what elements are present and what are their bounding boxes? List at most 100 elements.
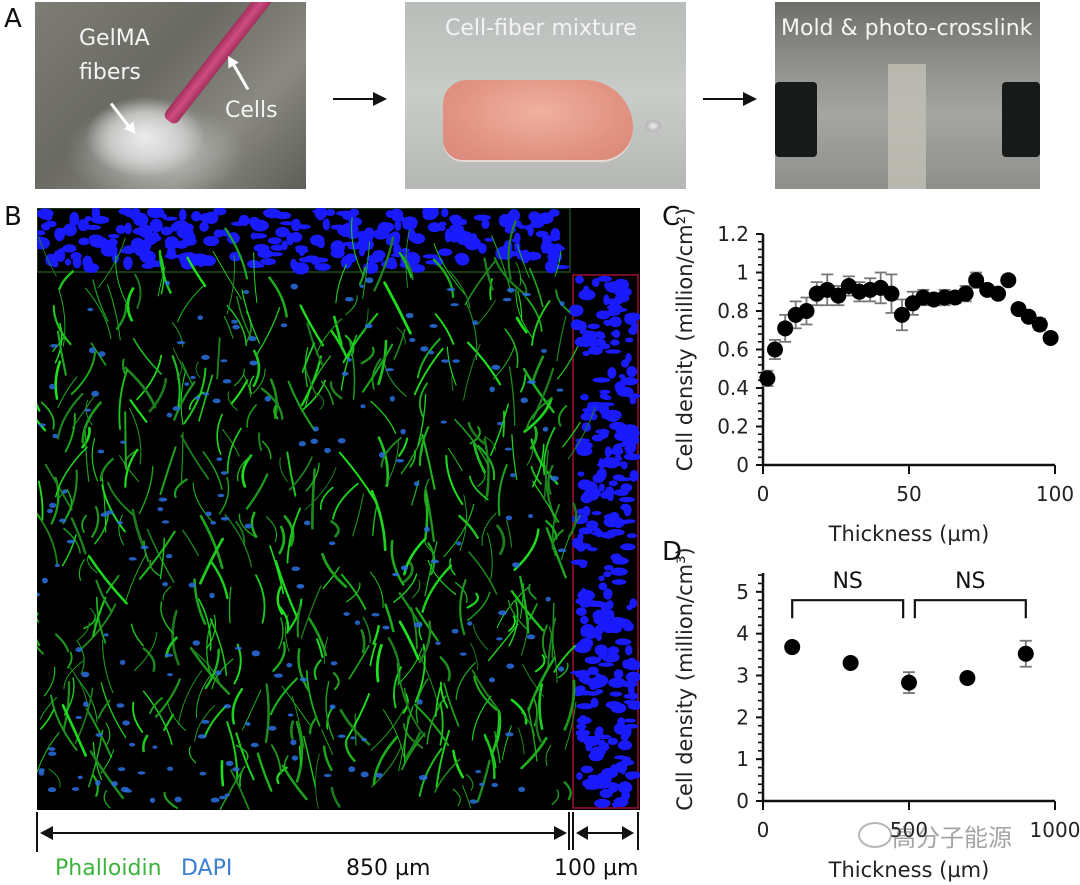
nucleus xyxy=(311,209,328,214)
actin-fiber xyxy=(131,508,145,548)
nucleus xyxy=(350,736,356,740)
nucleus xyxy=(585,481,598,494)
nucleus xyxy=(167,673,174,677)
actin-fiber xyxy=(489,278,493,301)
actin-fiber xyxy=(400,437,423,475)
actin-fiber xyxy=(454,418,490,468)
nucleus xyxy=(413,622,423,628)
actin-fiber xyxy=(272,641,286,672)
nucleus xyxy=(48,751,57,756)
nucleus xyxy=(202,392,210,396)
nucleus xyxy=(291,218,301,232)
actin-fiber xyxy=(224,227,249,280)
actin-fiber xyxy=(103,789,111,809)
nucleus xyxy=(580,615,589,625)
significance-label: NS xyxy=(832,569,862,594)
actin-fiber xyxy=(523,397,553,433)
nucleus xyxy=(614,381,626,393)
actin-fiber xyxy=(557,662,569,679)
nucleus xyxy=(360,771,369,778)
nucleus xyxy=(528,211,541,222)
nucleus xyxy=(575,275,584,284)
legend-phalloidin: Phalloidin xyxy=(55,856,162,881)
nucleus xyxy=(551,243,563,253)
nucleus xyxy=(291,566,301,572)
actin-fiber xyxy=(490,403,509,457)
nucleus xyxy=(248,336,257,342)
actin-fiber xyxy=(348,645,370,680)
actin-fiber xyxy=(494,731,501,764)
nucleus xyxy=(83,701,89,708)
nucleus xyxy=(502,297,512,302)
nucleus xyxy=(400,565,408,571)
nucleus xyxy=(581,624,595,635)
nucleus xyxy=(172,406,181,411)
scalebar-divider-2 xyxy=(572,812,574,850)
actin-fiber xyxy=(433,242,466,295)
nucleus xyxy=(48,747,56,751)
actin-fiber xyxy=(95,579,113,613)
nucleus xyxy=(199,771,207,776)
actin-fiber xyxy=(115,303,128,330)
actin-fiber xyxy=(519,583,525,619)
nucleus xyxy=(627,700,642,710)
actin-fiber xyxy=(159,446,177,496)
nucleus xyxy=(385,368,394,372)
actin-fiber xyxy=(198,374,214,422)
nucleus xyxy=(598,662,614,667)
nucleus xyxy=(599,428,609,439)
data-point xyxy=(842,654,859,671)
actin-fiber xyxy=(384,603,395,633)
actin-fiber xyxy=(496,524,506,556)
nucleus xyxy=(216,457,223,462)
actin-fiber xyxy=(567,406,596,460)
actin-fiber xyxy=(296,606,301,638)
data-point xyxy=(784,639,801,656)
nucleus xyxy=(325,208,336,217)
actin-fiber xyxy=(467,421,486,445)
actin-fiber xyxy=(316,638,324,659)
actin-fiber xyxy=(17,359,41,412)
actin-fiber xyxy=(216,413,223,455)
actin-fiber xyxy=(344,739,356,763)
nucleus xyxy=(330,240,346,254)
nucleus xyxy=(122,720,130,726)
actin-fiber xyxy=(268,276,288,318)
nucleus xyxy=(608,480,618,487)
actin-fiber xyxy=(243,374,251,398)
nucleus xyxy=(232,767,240,772)
actin-fiber xyxy=(194,704,216,742)
actin-fiber xyxy=(454,581,468,604)
data-point xyxy=(759,370,776,387)
actin-fiber xyxy=(393,666,403,709)
watermark-text: 高分子能源 xyxy=(892,824,1012,852)
actin-fiber xyxy=(470,642,479,671)
actin-fiber xyxy=(542,426,556,476)
nucleus xyxy=(604,321,612,327)
nucleus xyxy=(497,421,503,426)
nucleus xyxy=(400,247,410,254)
actin-fiber xyxy=(301,342,316,374)
nucleus xyxy=(197,734,207,739)
nucleus xyxy=(117,520,123,525)
nucleus xyxy=(75,715,83,720)
nucleus xyxy=(51,260,59,268)
actin-fiber xyxy=(362,616,372,644)
nucleus xyxy=(188,582,197,588)
nucleus xyxy=(100,243,118,257)
actin-fiber xyxy=(545,527,567,579)
actin-fiber xyxy=(286,507,302,564)
nucleus xyxy=(146,206,165,219)
actin-fiber xyxy=(227,391,238,411)
nucleus xyxy=(595,726,604,735)
nucleus xyxy=(392,572,400,577)
arrowhead-left-small-icon xyxy=(576,826,588,840)
nucleus xyxy=(385,210,395,218)
actin-fiber xyxy=(212,250,242,300)
actin-fiber xyxy=(299,304,325,347)
actin-fiber xyxy=(210,561,229,600)
nucleus xyxy=(626,604,633,611)
actin-fiber xyxy=(228,586,232,624)
nucleus xyxy=(382,625,390,630)
actin-fiber xyxy=(219,765,246,811)
